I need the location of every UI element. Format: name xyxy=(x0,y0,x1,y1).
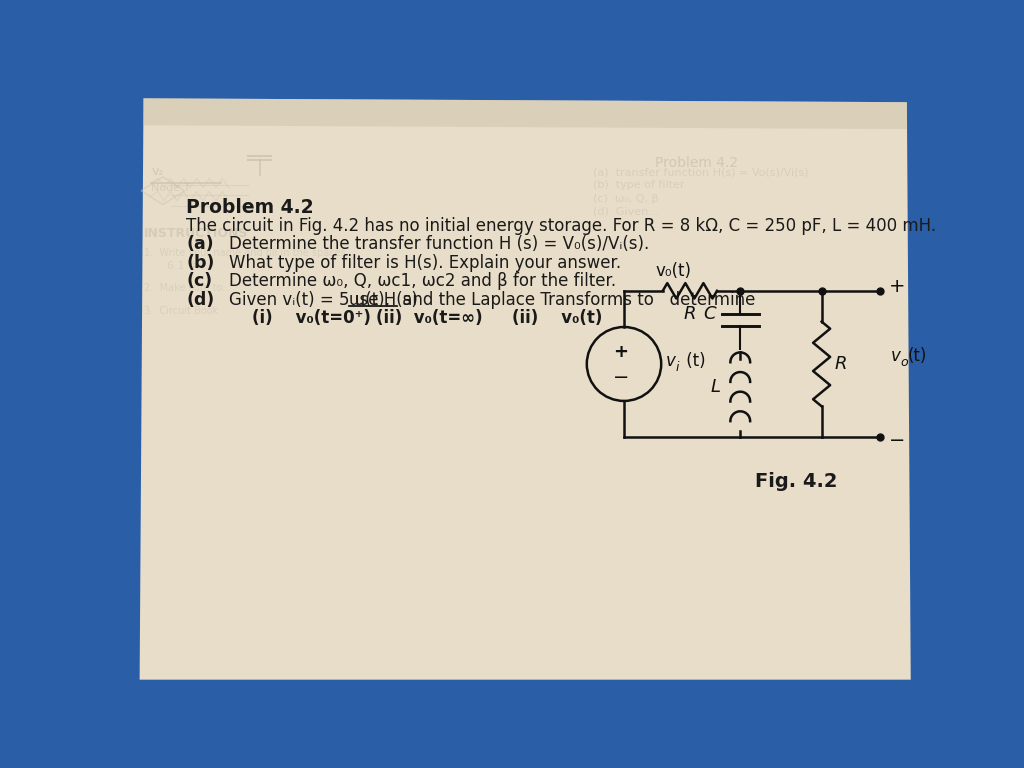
Text: (t): (t) xyxy=(907,347,927,366)
Text: (c): (c) xyxy=(186,273,212,290)
Text: 2.  Make sure to...: 2. Make sure to... xyxy=(143,283,230,293)
Text: use H(s): use H(s) xyxy=(349,291,418,309)
Text: Given vᵢ(t) = 5 u(t),: Given vᵢ(t) = 5 u(t), xyxy=(228,291,395,309)
Text: −: − xyxy=(612,369,629,387)
Text: 6.1 #4: 6.1 #4 xyxy=(167,261,205,271)
Text: R: R xyxy=(835,355,847,373)
Text: What type of filter is H(s). Explain your answer.: What type of filter is H(s). Explain you… xyxy=(228,254,621,272)
Text: 3.  Circuit Book: 3. Circuit Book xyxy=(143,306,218,316)
Text: L: L xyxy=(710,378,720,396)
Text: (i)    v₀(t=0⁺): (i) v₀(t=0⁺) xyxy=(252,310,371,327)
Text: (t): (t) xyxy=(681,352,706,370)
Text: Fig. 4.2: Fig. 4.2 xyxy=(755,472,838,491)
Text: INSTRUCTIONS: INSTRUCTIONS xyxy=(143,227,248,240)
Polygon shape xyxy=(143,98,907,129)
Text: v₀(t): v₀(t) xyxy=(655,262,691,280)
Text: (ii)    v₀(t): (ii) v₀(t) xyxy=(512,310,602,327)
Text: o: o xyxy=(901,356,908,369)
Text: Problem 4.2: Problem 4.2 xyxy=(655,156,738,170)
Text: (c)  ω₀, Q, β: (c) ω₀, Q, β xyxy=(593,194,658,204)
Text: (b)  type of filter: (b) type of filter xyxy=(593,180,684,190)
Text: (ii)  v₀(t=∞): (ii) v₀(t=∞) xyxy=(376,310,482,327)
Text: (d)  Given...: (d) Given... xyxy=(593,207,659,217)
Text: v₂: v₂ xyxy=(152,165,164,178)
Text: C: C xyxy=(702,305,716,323)
Text: +: + xyxy=(613,343,629,361)
Text: Determine ω₀, Q, ωc1, ωc2 and β for the filter.: Determine ω₀, Q, ωc1, ωc2 and β for the … xyxy=(228,273,615,290)
Text: Problem 4.2: Problem 4.2 xyxy=(186,198,313,217)
Text: (b): (b) xyxy=(186,254,214,272)
Text: 1.  Write your name and fill in the spaces: 1. Write your name and fill in the space… xyxy=(143,248,345,258)
Text: v: v xyxy=(666,352,676,370)
Text: (a): (a) xyxy=(186,235,214,253)
Text: Node T: Node T xyxy=(152,183,190,193)
Text: and the Laplace Transforms to   determine: and the Laplace Transforms to determine xyxy=(397,291,756,309)
Text: v: v xyxy=(891,347,900,366)
Text: R: R xyxy=(684,305,696,323)
Text: (d): (d) xyxy=(186,291,214,309)
Text: (a)  transfer function H(s) = Vo(s)/Vi(s): (a) transfer function H(s) = Vo(s)/Vi(s) xyxy=(593,167,809,177)
Text: −: − xyxy=(889,432,905,451)
Text: Determine the transfer function H (s) = V₀(s)/Vᵢ(s).: Determine the transfer function H (s) = … xyxy=(228,235,649,253)
Text: +: + xyxy=(889,277,905,296)
Polygon shape xyxy=(139,98,910,680)
Text: The circuit in Fig. 4.2 has no initial energy storage. For R = 8 kΩ, C = 250 pF,: The circuit in Fig. 4.2 has no initial e… xyxy=(186,217,936,235)
Text: i: i xyxy=(676,361,680,374)
